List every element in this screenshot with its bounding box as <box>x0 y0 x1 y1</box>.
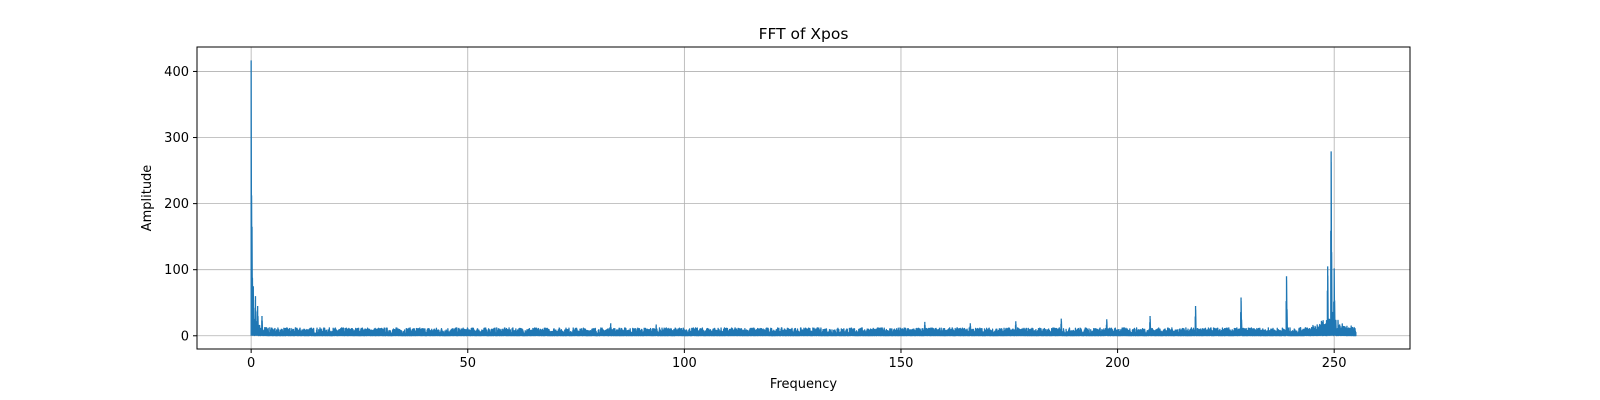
x-axis-label: Frequency <box>770 377 837 392</box>
x-tick-label: 0 <box>247 356 255 371</box>
y-tick-label: 300 <box>164 131 189 146</box>
y-tick-label: 200 <box>164 197 189 212</box>
plot-background <box>197 47 1410 349</box>
y-tick-label: 0 <box>181 329 189 344</box>
spectrum-line <box>250 60 1357 337</box>
x-tick-label: 150 <box>889 356 914 371</box>
x-axis-ticks: 0 50 100 150 200 250 <box>247 349 1347 371</box>
series-group <box>250 60 1357 337</box>
x-tick-label: 250 <box>1322 356 1347 371</box>
x-tick-label: 200 <box>1105 356 1130 371</box>
y-tick-label: 400 <box>164 65 189 80</box>
y-axis-label: Amplitude <box>140 165 155 232</box>
chart-title: FFT of Xpos <box>759 25 849 43</box>
x-tick-label: 100 <box>672 356 697 371</box>
plot-frame <box>196 46 1411 350</box>
y-axis-ticks: 0 100 200 300 400 <box>164 65 197 344</box>
y-tick-label: 100 <box>164 263 189 278</box>
x-tick-label: 50 <box>459 356 476 371</box>
